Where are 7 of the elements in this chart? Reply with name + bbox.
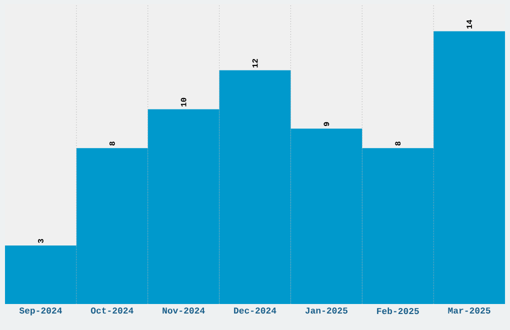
x-tick-label: Jan-2025 <box>305 308 348 314</box>
x-tick-label: Oct-2024 <box>90 308 134 314</box>
x-tick-label: Mar-2025 <box>448 308 490 314</box>
x-tick-label: Nov-2024 <box>162 308 205 314</box>
x-tick-label: Sep-2024 <box>19 308 62 316</box>
x-tick-label: Feb-2025 <box>377 308 419 314</box>
x-tick-label: Dec-2024 <box>234 308 276 314</box>
